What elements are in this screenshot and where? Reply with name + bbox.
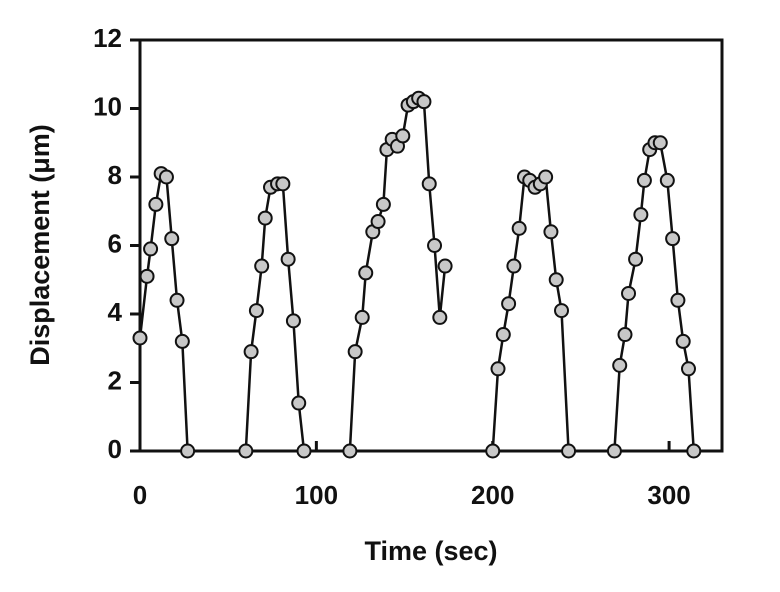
data-point <box>675 333 691 349</box>
data-point <box>554 303 570 319</box>
data-point <box>148 196 164 212</box>
data-point <box>243 344 259 360</box>
data-point <box>139 268 155 284</box>
data-point <box>358 265 374 281</box>
data-point <box>427 238 443 253</box>
y-tick-label: 8 <box>108 160 122 190</box>
data-point <box>670 292 686 308</box>
data-point <box>628 251 644 267</box>
data-point <box>347 344 363 360</box>
data-point <box>495 327 511 343</box>
data-point <box>421 176 437 192</box>
y-tick-label: 0 <box>108 434 122 464</box>
data-line <box>138 96 696 452</box>
data-point <box>511 220 527 236</box>
data-point <box>636 172 652 188</box>
y-axis-title: Displacement (μm) <box>25 124 55 366</box>
data-point <box>659 172 675 188</box>
data-point <box>548 272 564 288</box>
plot-frame <box>138 38 724 453</box>
data-point <box>257 210 273 226</box>
data-point <box>375 196 391 212</box>
data-point <box>280 251 296 267</box>
data-point <box>432 309 448 325</box>
data-point <box>174 333 190 349</box>
data-point <box>621 285 637 301</box>
data-point <box>606 443 622 459</box>
data-point <box>158 169 174 185</box>
data-point <box>238 443 254 459</box>
y-tick-label: 10 <box>93 91 122 121</box>
data-point <box>180 443 196 459</box>
data-point <box>652 135 668 151</box>
data-point <box>342 443 358 459</box>
y-tick-label: 2 <box>108 365 122 395</box>
data-point <box>501 296 517 312</box>
x-tick-label: 200 <box>471 480 514 510</box>
x-axis-title: Time (sec) <box>364 536 497 566</box>
data-point <box>617 327 633 343</box>
data-point <box>437 258 453 274</box>
data-point <box>354 309 370 325</box>
data-point <box>538 169 554 185</box>
data-point <box>665 231 681 247</box>
data-point <box>680 361 696 377</box>
x-tick-label: 300 <box>647 480 690 510</box>
data-point <box>164 231 180 247</box>
data-point <box>686 443 702 459</box>
y-tick-label: 6 <box>108 228 122 258</box>
data-point <box>132 330 148 346</box>
x-tick-label: 100 <box>295 480 338 510</box>
data-point <box>370 214 386 230</box>
data-point <box>248 303 264 319</box>
data-point <box>285 313 301 329</box>
data-point <box>543 224 559 240</box>
y-tick-label: 4 <box>108 297 123 327</box>
data-point <box>506 258 522 274</box>
data-point <box>291 395 307 411</box>
data-point <box>416 94 432 110</box>
y-tick-label: 12 <box>93 23 122 53</box>
data-point <box>612 357 628 373</box>
data-point <box>633 207 649 223</box>
data-point <box>296 443 312 459</box>
data-point <box>485 443 501 459</box>
data-point <box>561 443 577 459</box>
data-point <box>254 258 270 274</box>
x-tick-label: 0 <box>133 480 147 510</box>
data-point <box>169 292 185 308</box>
data-point <box>143 241 159 257</box>
data-point <box>395 128 411 144</box>
data-point <box>490 361 506 377</box>
data-point <box>275 176 291 192</box>
